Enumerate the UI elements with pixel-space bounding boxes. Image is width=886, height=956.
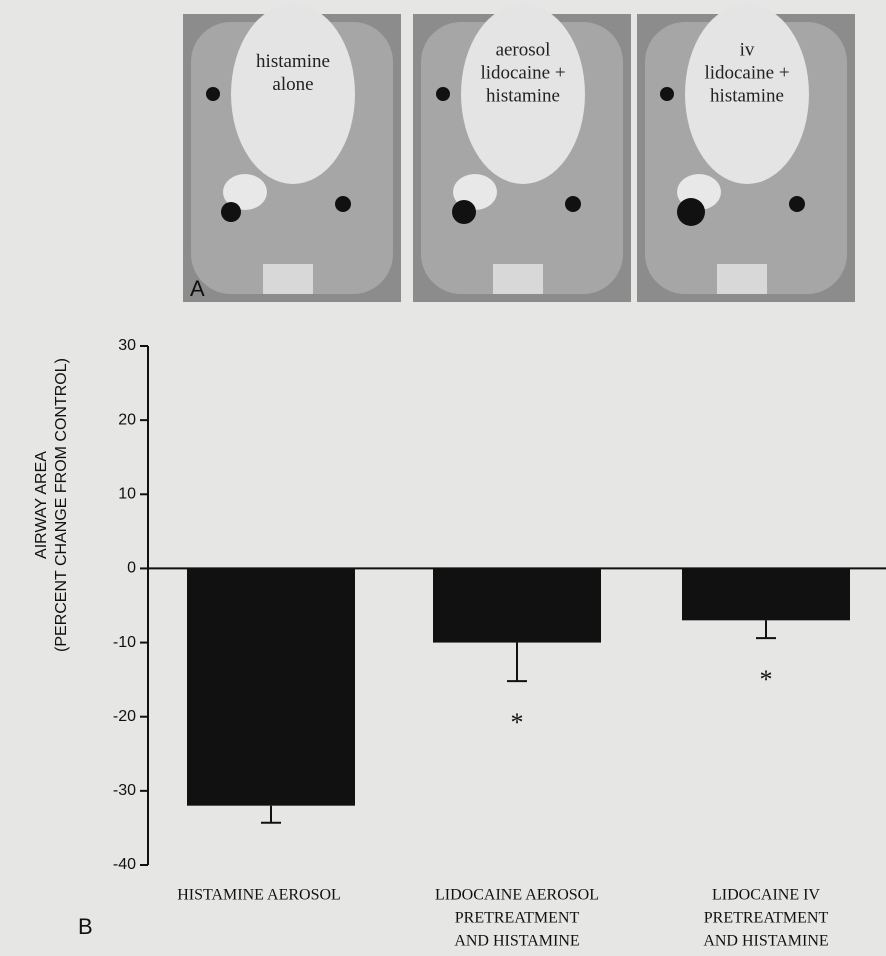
airway (660, 87, 674, 101)
y-tick-label: -20 (113, 708, 136, 725)
x-tick-label: PRETREATMENT (455, 910, 580, 927)
significance-marker: * (760, 665, 773, 694)
image-label: iv (740, 39, 755, 60)
y-axis-label: AIRWAY AREA (33, 451, 50, 559)
x-tick-label: PRETREATMENT (704, 910, 829, 927)
airway (221, 202, 241, 222)
panel-label: B (78, 914, 93, 939)
y-tick-label: -10 (113, 634, 136, 651)
x-tick-label: LIDOCAINE AEROSOL (435, 887, 599, 904)
airway (565, 196, 581, 212)
image-label: alone (272, 74, 313, 95)
image-label: histamine (710, 85, 784, 106)
y-tick-label: 30 (118, 337, 136, 354)
x-tick-label: AND HISTAMINE (454, 933, 579, 950)
y-tick-label: 0 (127, 560, 136, 577)
x-tick-label: LIDOCAINE IV (712, 887, 820, 904)
x-tick-label: AND HISTAMINE (703, 933, 828, 950)
y-tick-label: 20 (118, 411, 136, 428)
spine (493, 264, 543, 294)
airway (677, 198, 705, 226)
y-tick-label: 10 (118, 486, 136, 503)
bar (682, 568, 850, 620)
image-label: lidocaine + (480, 62, 565, 83)
image-label: histamine (486, 85, 560, 106)
spine (717, 264, 767, 294)
airway (206, 87, 220, 101)
airway (335, 196, 351, 212)
y-axis-label: (PERCENT CHANGE FROM CONTROL) (53, 358, 70, 652)
airway (436, 87, 450, 101)
spine (263, 264, 313, 294)
image-label: histamine (256, 51, 330, 72)
image-label: aerosol (496, 39, 551, 60)
image-label: lidocaine + (704, 62, 789, 83)
panel-label: A (190, 276, 205, 301)
significance-marker: * (511, 708, 524, 737)
bar (433, 568, 601, 642)
airway (452, 200, 476, 224)
y-tick-label: -40 (113, 856, 136, 873)
figure: histaminealoneaerosollidocaine +histamin… (0, 0, 886, 956)
bar (187, 568, 355, 805)
y-tick-label: -30 (113, 782, 136, 799)
airway (789, 196, 805, 212)
x-tick-label: HISTAMINE AEROSOL (177, 887, 341, 904)
